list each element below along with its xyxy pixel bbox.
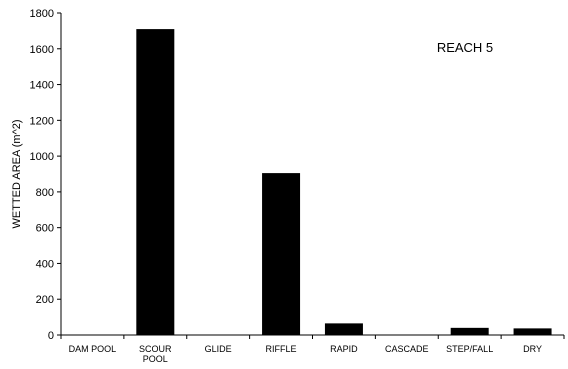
bar: [451, 328, 489, 335]
x-category-label: POOL: [143, 354, 168, 364]
x-category-label: RAPID: [330, 344, 358, 354]
y-tick-label: 0: [48, 330, 54, 342]
y-ticks: 0 200 400 600 800 1000 1200 1400 1600 1800: [30, 8, 61, 342]
y-tick-label: 1800: [30, 8, 54, 20]
y-tick-label: 1600: [30, 44, 54, 56]
y-tick-label: 800: [36, 187, 54, 199]
y-tick-label: 600: [36, 223, 54, 235]
x-category-label: GLIDE: [205, 344, 232, 354]
y-axis-label: WETTED AREA (m^2): [11, 119, 23, 228]
y-tick-label: 400: [36, 258, 54, 270]
x-category-label: SCOUR: [139, 344, 172, 354]
x-category-label: DRY: [523, 344, 542, 354]
x-category-label: STEP/FALL: [446, 344, 493, 354]
bar: [262, 173, 300, 335]
y-tick-label: 1200: [30, 115, 54, 127]
y-tick-label: 200: [36, 294, 54, 306]
bar: [325, 323, 363, 335]
x-category-label: RIFFLE: [266, 344, 297, 354]
x-category-label: DAM POOL: [69, 344, 117, 354]
x-category-label: CASCADE: [385, 344, 429, 354]
bar: [514, 328, 552, 335]
bars: [136, 29, 551, 335]
chart-annotation: REACH 5: [437, 40, 493, 55]
y-tick-label: 1000: [30, 151, 54, 163]
y-tick-label: 1400: [30, 80, 54, 92]
bar: [136, 29, 174, 335]
